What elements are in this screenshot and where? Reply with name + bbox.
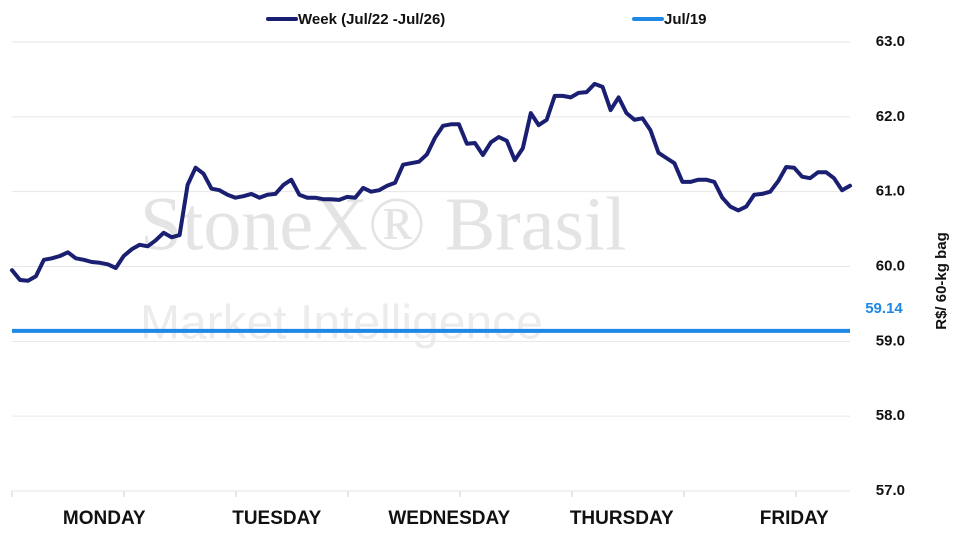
x-tick-label: WEDNESDAY	[388, 508, 510, 529]
y-axis-label: R$/ 60-kg bag	[933, 232, 950, 330]
x-tick-label: TUESDAY	[232, 508, 321, 529]
series-line	[10, 81, 852, 283]
legend-label: Jul/19	[664, 11, 707, 28]
x-tick-label: MONDAY	[63, 508, 146, 529]
x-tick-label: FRIDAY	[760, 508, 829, 529]
y-tick-label: 57.0	[876, 482, 905, 499]
value-label: 59.14	[865, 300, 903, 317]
legend-label: Week (Jul/22 -Jul/26)	[298, 11, 445, 28]
x-axis-minor-ticks	[11, 491, 797, 497]
watermark: StoneX® Brasil	[140, 182, 626, 266]
y-tick-label: 62.0	[876, 108, 905, 125]
y-tick-label: 63.0	[876, 33, 905, 50]
x-tick-label: THURSDAY	[570, 508, 674, 529]
y-tick-label: 58.0	[876, 407, 905, 424]
y-tick-label: 61.0	[876, 183, 905, 200]
y-tick-label: 59.0	[876, 332, 905, 349]
y-tick-label: 60.0	[876, 257, 905, 274]
